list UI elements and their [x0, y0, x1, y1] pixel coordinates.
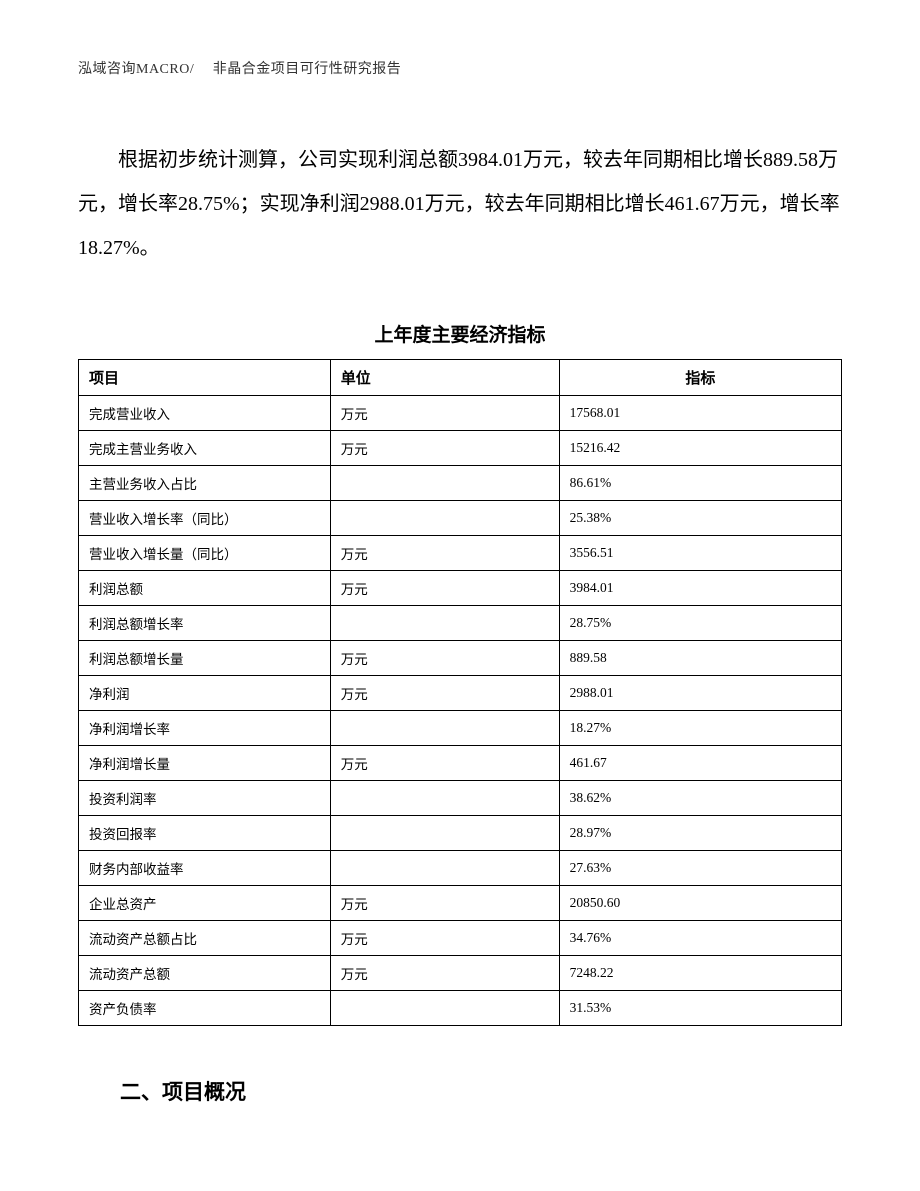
cell-value: 7248.22 [559, 956, 841, 991]
table-row: 营业收入增长量（同比） 万元 3556.51 [79, 536, 842, 571]
cell-name: 流动资产总额 [79, 956, 331, 991]
cell-unit [330, 606, 559, 641]
table-title: 上年度主要经济指标 [78, 320, 842, 347]
table-row: 投资利润率 38.62% [79, 781, 842, 816]
economic-indicators-table: 项目 单位 指标 完成营业收入 万元 17568.01 完成主营业务收入 万元 … [78, 359, 842, 1026]
cell-unit [330, 466, 559, 501]
cell-name: 利润总额增长率 [79, 606, 331, 641]
cell-unit [330, 991, 559, 1026]
table-row: 利润总额增长率 28.75% [79, 606, 842, 641]
table-row: 完成主营业务收入 万元 15216.42 [79, 431, 842, 466]
cell-name: 利润总额增长量 [79, 641, 331, 676]
cell-name: 净利润 [79, 676, 331, 711]
cell-value: 27.63% [559, 851, 841, 886]
summary-paragraph: 根据初步统计测算，公司实现利润总额3984.01万元，较去年同期相比增长889.… [78, 138, 842, 270]
col-header-unit: 单位 [330, 360, 559, 396]
cell-unit [330, 711, 559, 746]
table-row: 利润总额增长量 万元 889.58 [79, 641, 842, 676]
cell-value: 17568.01 [559, 396, 841, 431]
cell-value: 889.58 [559, 641, 841, 676]
cell-value: 15216.42 [559, 431, 841, 466]
table-row: 企业总资产 万元 20850.60 [79, 886, 842, 921]
section-heading: 二、项目概况 [78, 1076, 842, 1106]
cell-name: 资产负债率 [79, 991, 331, 1026]
col-header-item: 项目 [79, 360, 331, 396]
cell-name: 投资回报率 [79, 816, 331, 851]
table-row: 完成营业收入 万元 17568.01 [79, 396, 842, 431]
cell-name: 营业收入增长量（同比） [79, 536, 331, 571]
cell-name: 财务内部收益率 [79, 851, 331, 886]
table-row: 投资回报率 28.97% [79, 816, 842, 851]
cell-unit [330, 781, 559, 816]
cell-value: 25.38% [559, 501, 841, 536]
table-row: 财务内部收益率 27.63% [79, 851, 842, 886]
cell-value: 3984.01 [559, 571, 841, 606]
cell-unit: 万元 [330, 571, 559, 606]
cell-unit: 万元 [330, 956, 559, 991]
cell-unit: 万元 [330, 641, 559, 676]
table-row: 营业收入增长率（同比） 25.38% [79, 501, 842, 536]
page-header: 泓域咨询MACRO/ 非晶合金项目可行性研究报告 [78, 58, 842, 78]
table-row: 净利润增长量 万元 461.67 [79, 746, 842, 781]
table-row: 净利润增长率 18.27% [79, 711, 842, 746]
table-body: 完成营业收入 万元 17568.01 完成主营业务收入 万元 15216.42 … [79, 396, 842, 1026]
cell-name: 净利润增长率 [79, 711, 331, 746]
cell-value: 31.53% [559, 991, 841, 1026]
cell-value: 3556.51 [559, 536, 841, 571]
cell-value: 28.97% [559, 816, 841, 851]
table-row: 流动资产总额 万元 7248.22 [79, 956, 842, 991]
cell-name: 净利润增长量 [79, 746, 331, 781]
cell-unit: 万元 [330, 536, 559, 571]
cell-value: 86.61% [559, 466, 841, 501]
cell-unit: 万元 [330, 746, 559, 781]
table-row: 利润总额 万元 3984.01 [79, 571, 842, 606]
table-row: 主营业务收入占比 86.61% [79, 466, 842, 501]
cell-unit [330, 501, 559, 536]
cell-name: 营业收入增长率（同比） [79, 501, 331, 536]
cell-value: 18.27% [559, 711, 841, 746]
cell-value: 28.75% [559, 606, 841, 641]
cell-name: 企业总资产 [79, 886, 331, 921]
table-row: 净利润 万元 2988.01 [79, 676, 842, 711]
col-header-indicator: 指标 [559, 360, 841, 396]
cell-value: 38.62% [559, 781, 841, 816]
cell-name: 利润总额 [79, 571, 331, 606]
cell-unit: 万元 [330, 921, 559, 956]
cell-name: 完成主营业务收入 [79, 431, 331, 466]
table-row: 流动资产总额占比 万元 34.76% [79, 921, 842, 956]
cell-unit: 万元 [330, 396, 559, 431]
cell-value: 34.76% [559, 921, 841, 956]
cell-unit: 万元 [330, 431, 559, 466]
table-header-row: 项目 单位 指标 [79, 360, 842, 396]
cell-value: 20850.60 [559, 886, 841, 921]
cell-unit [330, 816, 559, 851]
cell-name: 投资利润率 [79, 781, 331, 816]
cell-name: 完成营业收入 [79, 396, 331, 431]
cell-value: 2988.01 [559, 676, 841, 711]
cell-unit: 万元 [330, 886, 559, 921]
cell-unit [330, 851, 559, 886]
cell-name: 流动资产总额占比 [79, 921, 331, 956]
cell-value: 461.67 [559, 746, 841, 781]
page-container: 泓域咨询MACRO/ 非晶合金项目可行性研究报告 根据初步统计测算，公司实现利润… [0, 0, 920, 1106]
table-row: 资产负债率 31.53% [79, 991, 842, 1026]
cell-name: 主营业务收入占比 [79, 466, 331, 501]
cell-unit: 万元 [330, 676, 559, 711]
